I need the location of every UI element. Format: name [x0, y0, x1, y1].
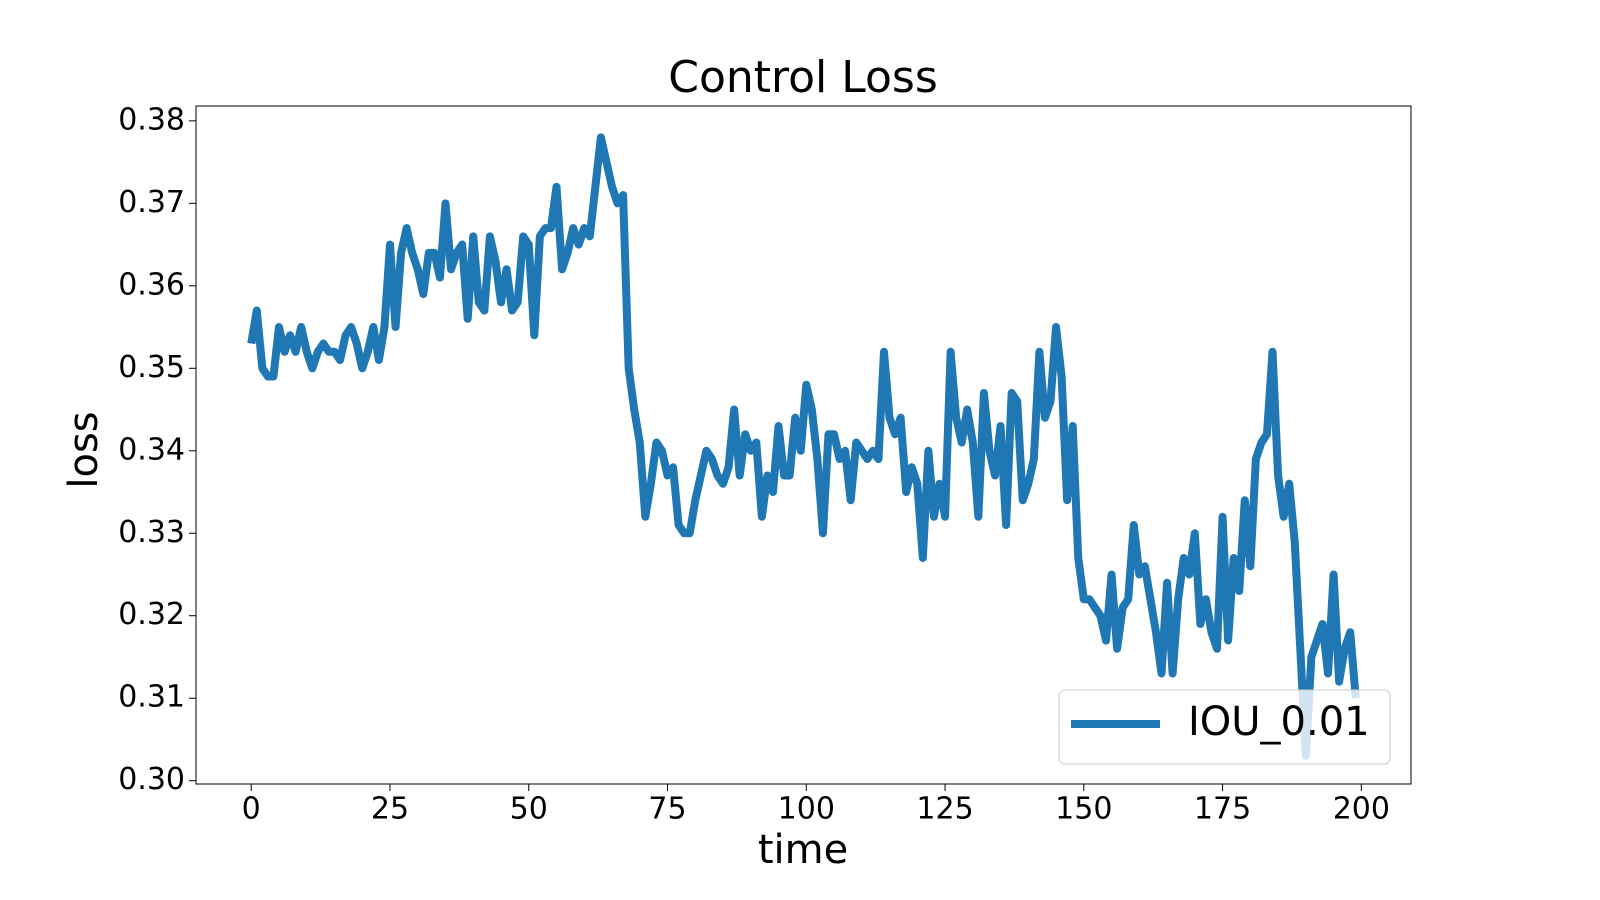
- x-tick-label: 75: [648, 792, 686, 827]
- x-tick-label: 125: [916, 792, 973, 827]
- x-tick-label: 150: [1055, 792, 1112, 827]
- y-tick-label: 0.37: [118, 185, 185, 220]
- chart-title: Control Loss: [668, 52, 938, 103]
- legend-box: [1058, 689, 1391, 765]
- y-tick-label: 0.38: [118, 102, 185, 137]
- x-tick-label: 100: [778, 792, 835, 827]
- line-series: [247, 133, 1360, 760]
- y-tick-label: 0.32: [118, 597, 185, 632]
- y-tick-label: 0.35: [118, 350, 185, 385]
- y-tick-label: 0.36: [118, 267, 185, 302]
- x-axis-label: time: [758, 827, 848, 873]
- y-tick-label: 0.33: [118, 515, 185, 550]
- y-axis-label: loss: [61, 411, 107, 488]
- legend-label: IOU_0.01: [1188, 699, 1370, 745]
- x-tick-label: 0: [242, 792, 261, 827]
- plot-frame: [195, 105, 1412, 785]
- y-tick-label: 0.31: [118, 680, 185, 715]
- x-tick-label: 175: [1194, 792, 1251, 827]
- y-tick-label: 0.30: [118, 762, 185, 797]
- y-tick-label: 0.34: [118, 432, 185, 467]
- x-tick-label: 50: [510, 792, 548, 827]
- x-tick-label: 25: [371, 792, 409, 827]
- x-tick-label: 200: [1333, 792, 1390, 827]
